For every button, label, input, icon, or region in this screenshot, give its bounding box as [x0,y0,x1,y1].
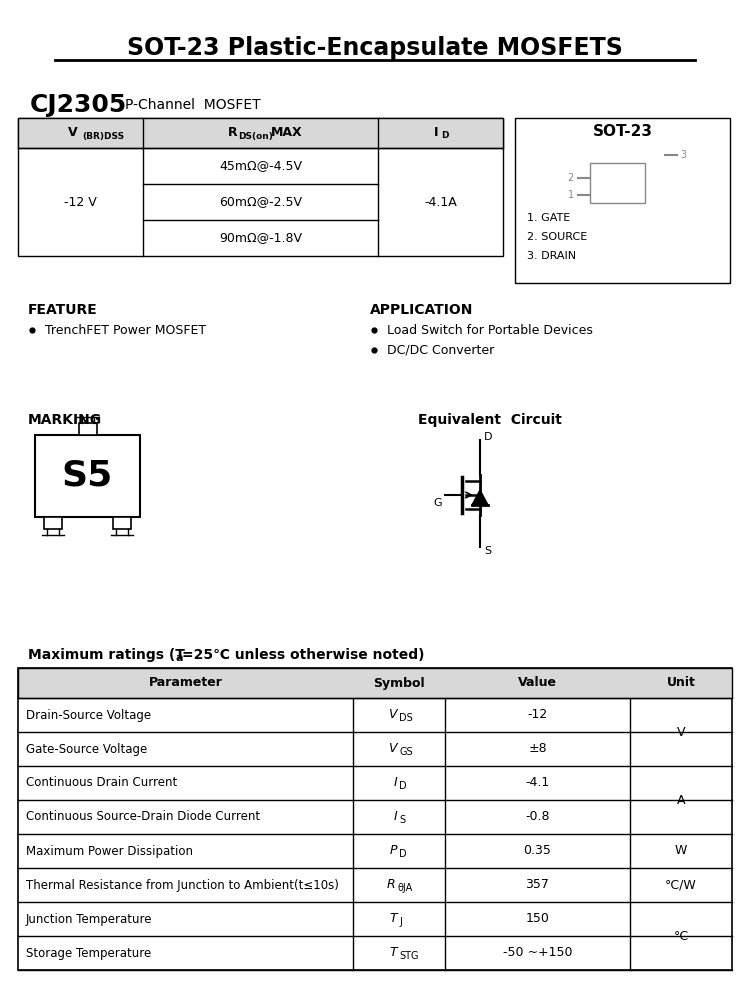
Text: CJ2305: CJ2305 [30,93,128,117]
Text: θJA: θJA [397,883,412,893]
Bar [44,517,62,529]
Text: S: S [484,546,491,556]
Bar [79,423,97,435]
Text: Unit: Unit [667,676,695,690]
Text: Continuous Source-Drain Diode Current: Continuous Source-Drain Diode Current [26,810,260,824]
Text: ±8: ±8 [528,742,547,756]
Text: R: R [386,879,395,892]
Text: GS: GS [399,747,412,757]
Text: 60mΩ@-2.5V: 60mΩ@-2.5V [219,196,302,209]
Text: T: T [389,912,397,926]
Text: -4.1: -4.1 [525,776,550,790]
Text: DS(on): DS(on) [238,131,273,140]
Text: 1. GATE: 1. GATE [527,213,570,223]
Text: °C: °C [674,930,688,942]
Text: S5: S5 [62,459,113,493]
Text: Drain-Source Voltage: Drain-Source Voltage [26,708,151,722]
Text: V: V [388,708,397,722]
Text: J: J [399,917,402,927]
Text: Symbol: Symbol [374,676,424,690]
Text: -0.8: -0.8 [525,810,550,824]
Text: DC/DC Converter: DC/DC Converter [387,344,494,357]
Text: G: G [433,498,442,508]
Text: TrenchFET Power MOSFET: TrenchFET Power MOSFET [45,324,206,336]
Text: Equivalent  Circuit: Equivalent Circuit [418,413,562,427]
Text: Thermal Resistance from Junction to Ambient(t≤10s): Thermal Resistance from Junction to Ambi… [26,879,339,892]
Text: Load Switch for Portable Devices: Load Switch for Portable Devices [387,324,592,336]
Text: A: A [676,794,686,806]
Text: I: I [434,126,439,139]
Text: 90mΩ@-1.8V: 90mΩ@-1.8V [219,232,302,244]
Text: Parameter: Parameter [148,676,223,690]
Text: Value: Value [518,676,557,690]
Text: 3: 3 [680,150,686,160]
Text: -4.1A: -4.1A [424,196,457,209]
Text: MAX: MAX [271,126,302,139]
Text: Maximum Power Dissipation: Maximum Power Dissipation [26,844,193,857]
Text: MARKING: MARKING [28,413,102,427]
Bar [113,517,131,529]
Text: 0.35: 0.35 [524,844,551,857]
Text: T: T [389,946,397,960]
Text: -50 ~+150: -50 ~+150 [503,946,572,960]
Text: V: V [676,726,686,738]
Text: Gate-Source Voltage: Gate-Source Voltage [26,742,147,756]
Text: D: D [484,432,493,442]
Text: 1: 1 [568,190,574,200]
Text: °C/W: °C/W [665,879,697,892]
Text: D: D [399,781,406,791]
Text: 2. SOURCE: 2. SOURCE [527,232,587,242]
Text: D: D [399,849,406,859]
Text: =25℃ unless otherwise noted): =25℃ unless otherwise noted) [182,648,424,662]
Text: -12 V: -12 V [64,196,97,209]
Bar [18,118,503,256]
Text: V: V [68,126,77,139]
Text: 357: 357 [526,879,550,892]
Text: W: W [675,844,687,857]
Text: R: R [228,126,237,139]
Bar [590,163,645,203]
Text: SOT-23: SOT-23 [592,124,652,139]
Text: 150: 150 [526,912,550,926]
Text: P-Channel  MOSFET: P-Channel MOSFET [125,98,261,112]
Text: I: I [393,810,397,824]
Bar [515,118,730,283]
Text: Maximum ratings (T: Maximum ratings (T [28,648,184,662]
Bar [18,668,732,970]
Text: -12: -12 [527,708,548,722]
Bar [18,118,503,148]
Text: Junction Temperature: Junction Temperature [26,912,152,926]
Text: 2: 2 [568,173,574,183]
Text: a: a [175,653,182,663]
Text: Continuous Drain Current: Continuous Drain Current [26,776,177,790]
Text: SOT-23 Plastic-Encapsulate MOSFETS: SOT-23 Plastic-Encapsulate MOSFETS [127,36,623,60]
Text: D: D [442,131,449,140]
Text: 3. DRAIN: 3. DRAIN [527,251,576,261]
Text: FEATURE: FEATURE [28,303,98,317]
Text: DS: DS [399,713,412,723]
Text: V: V [388,742,397,756]
Text: STG: STG [399,951,418,961]
Text: S: S [399,815,405,825]
Text: Storage Temperature: Storage Temperature [26,946,152,960]
Text: APPLICATION: APPLICATION [370,303,473,317]
Polygon shape [472,490,488,505]
Text: 45mΩ@-4.5V: 45mΩ@-4.5V [219,159,302,172]
Text: (BR)DSS: (BR)DSS [82,131,124,140]
Bar [35,435,140,517]
Text: I: I [393,776,397,790]
Bar [18,668,732,698]
Text: P: P [389,844,397,857]
